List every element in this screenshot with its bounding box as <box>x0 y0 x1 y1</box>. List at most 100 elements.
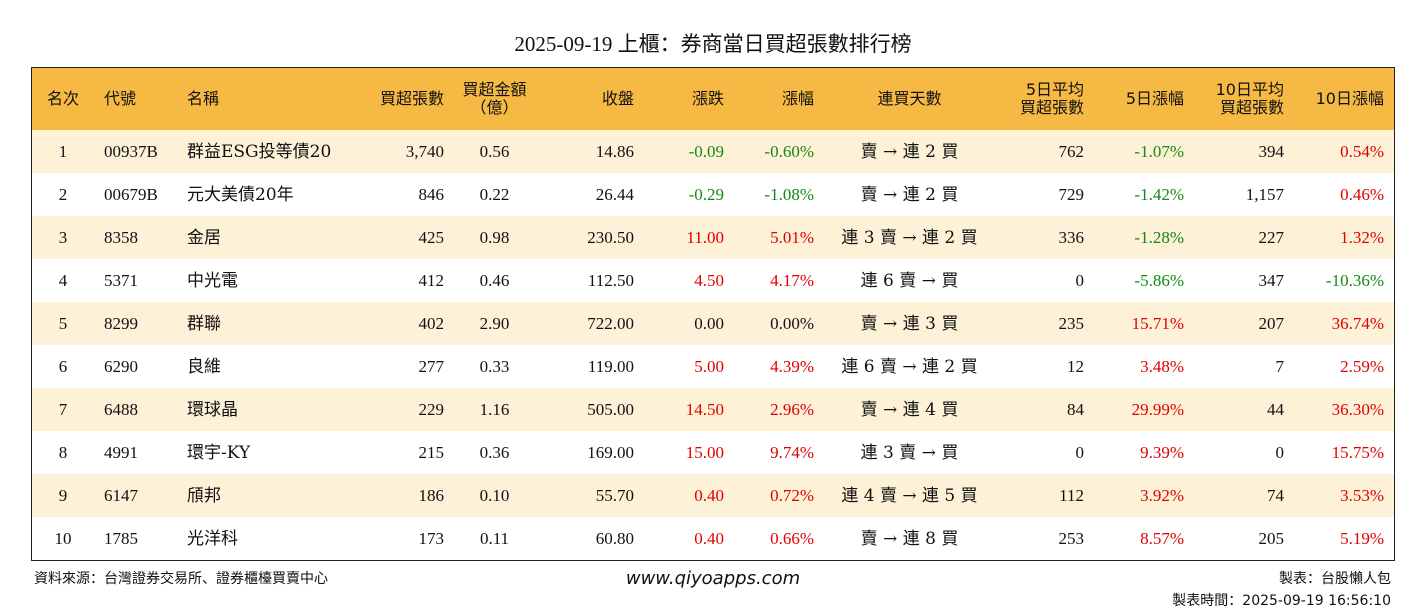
table-cell: 3,740 <box>405 141 444 161</box>
table-cell: 8.57% <box>1140 528 1184 548</box>
table-cell: 連 3 賣 → 連 2 買 <box>841 227 978 248</box>
header-text: 買超金額 <box>462 80 527 99</box>
table-cell: 0.72% <box>770 485 814 505</box>
table-cell: 賣 → 連 2 買 <box>860 141 959 162</box>
table-cell: 0.46% <box>1340 184 1384 204</box>
table-row: 2 00679B 元大美債20年 846 0.22 26.44 -0.29 -1.08% 賣 →… <box>32 173 1394 216</box>
maker: 製表：台股懶人包 <box>1279 571 1391 587</box>
table-cell: 2.59% <box>1340 356 1384 376</box>
table-cell: 15.00 <box>685 442 724 462</box>
table-cell: 3.53% <box>1340 485 1384 505</box>
table-cell: 賣 → 連 4 買 <box>860 399 959 420</box>
table-cell: -0.09 <box>688 141 724 161</box>
header-text: 5日平均 <box>1025 80 1084 99</box>
table-cell: 4.50 <box>694 270 724 290</box>
table-cell: 1.32% <box>1340 227 1384 247</box>
table-cell: 元大美債20年 <box>187 184 294 205</box>
table-cell: 44 <box>1267 399 1284 419</box>
table-cell: 賣 → 連 3 買 <box>860 313 959 334</box>
table-cell: 36.74% <box>1331 313 1384 333</box>
url: www.qiyoapps.com <box>625 568 801 589</box>
header-cell: 買超金額 （億） <box>452 68 537 130</box>
table-cell: 0.10 <box>479 485 510 505</box>
table-cell: 394 <box>1258 141 1285 161</box>
table-cell: 6 <box>58 356 68 376</box>
table-cell: 1785 <box>104 528 138 548</box>
table-cell: 60.80 <box>595 528 634 548</box>
table-cell: 群益ESG投等債20 <box>187 141 332 162</box>
table-cell: 良維 <box>187 356 221 377</box>
table-cell: 5371 <box>104 270 138 290</box>
table-cell: 6147 <box>104 485 138 505</box>
table-cell: 5 <box>58 313 68 333</box>
header-text: 收盤 <box>601 89 634 108</box>
table-cell: -5.86% <box>1134 270 1184 290</box>
table-cell: 505.00 <box>587 399 634 419</box>
table-cell: 15.71% <box>1131 313 1184 333</box>
table-cell: 846 <box>418 184 445 204</box>
header-text: 5日漲幅 <box>1125 89 1184 108</box>
table-cell: 8299 <box>104 313 138 333</box>
header-text: 買超張數 <box>1219 98 1284 117</box>
header-cell: 連買天數 <box>827 68 992 130</box>
table-cell: 84 <box>1067 399 1084 419</box>
table-cell: 412 <box>418 270 445 290</box>
table-cell: 36.30% <box>1331 399 1384 419</box>
table-cell: 119.00 <box>587 356 634 376</box>
table-cell: 0.54% <box>1340 141 1384 161</box>
header-text: 買超張數 <box>379 89 444 108</box>
table-row: 10 1785 光洋科 173 0.11 60.80 0.40 0.66% 賣 → 連 8 買 2… <box>32 517 1394 560</box>
table-cell: 2.96% <box>770 399 814 419</box>
header-text: 漲幅 <box>781 89 814 108</box>
table-cell: 6290 <box>104 356 138 376</box>
table-cell: 0.00 <box>694 313 724 333</box>
table-cell: 7 <box>58 399 68 419</box>
table-cell: 402 <box>418 313 445 333</box>
table-cell: 235 <box>1058 313 1085 333</box>
table-cell: 5.00 <box>694 356 724 376</box>
table-row: 5 8299 群聯 402 2.90 722.00 0.00 0.00% 賣 → 連 3 買 23… <box>32 302 1394 345</box>
table-cell: 229 <box>418 399 445 419</box>
table-cell: 0 <box>1275 442 1285 462</box>
table-row: 8 4991 環宇-KY 215 0.36 169.00 15.00 9.74% 連 3 賣 →… <box>32 431 1394 474</box>
table-cell: 207 <box>1258 313 1285 333</box>
table-cell: 環球晶 <box>187 399 238 420</box>
title: 2025-09-19 上櫃：券商當日買超張數排行榜 <box>514 32 912 56</box>
table-cell: 0.46 <box>479 270 510 290</box>
table-cell: 3 <box>58 227 68 247</box>
table-cell: 29.99% <box>1131 399 1184 419</box>
table-cell: 230.50 <box>587 227 634 247</box>
table-cell: 112.50 <box>587 270 634 290</box>
table-cell: 0.36 <box>479 442 510 462</box>
table-cell: 連 6 賣 → 買 <box>860 270 959 291</box>
header-text: 名稱 <box>187 89 220 108</box>
table-cell: 112 <box>1059 485 1084 505</box>
header-text: 漲跌 <box>691 89 724 108</box>
table-row: 4 5371 中光電 412 0.46 112.50 4.50 4.17% 連 6 賣 → 買 0… <box>32 259 1394 302</box>
table-cell: 0.22 <box>479 184 510 204</box>
table-cell: 2 <box>58 184 68 204</box>
header-text: 10日漲幅 <box>1315 89 1384 108</box>
table-cell: 環宇-KY <box>187 442 251 463</box>
table-cell: 6488 <box>104 399 138 419</box>
table-cell: 26.44 <box>595 184 634 204</box>
table-cell: -1.28% <box>1134 227 1184 247</box>
table-cell: 215 <box>418 442 445 462</box>
table-cell: 205 <box>1258 528 1285 548</box>
table-cell: 中光電 <box>187 270 238 291</box>
table-cell: -1.42% <box>1134 184 1184 204</box>
table-cell: 74 <box>1267 485 1284 505</box>
table-cell: 762 <box>1058 141 1085 161</box>
table-cell: 425 <box>418 227 445 247</box>
header-cell: 名次 <box>32 68 94 130</box>
table-cell: 00679B <box>104 184 158 204</box>
table-cell: 0.56 <box>479 141 510 161</box>
header-cell: 買超張數 <box>362 68 444 130</box>
table-cell: 4991 <box>104 442 138 462</box>
header-text: 10日平均 <box>1215 80 1284 99</box>
table-cell: 00937B <box>104 141 158 161</box>
header-cell: 10日平均 買超張數 <box>1192 68 1284 130</box>
time: 製表時間：2025-09-19 16:56:10 <box>1172 593 1391 609</box>
header-cell: 代號 <box>104 68 194 130</box>
table-cell: 0.98 <box>479 227 510 247</box>
